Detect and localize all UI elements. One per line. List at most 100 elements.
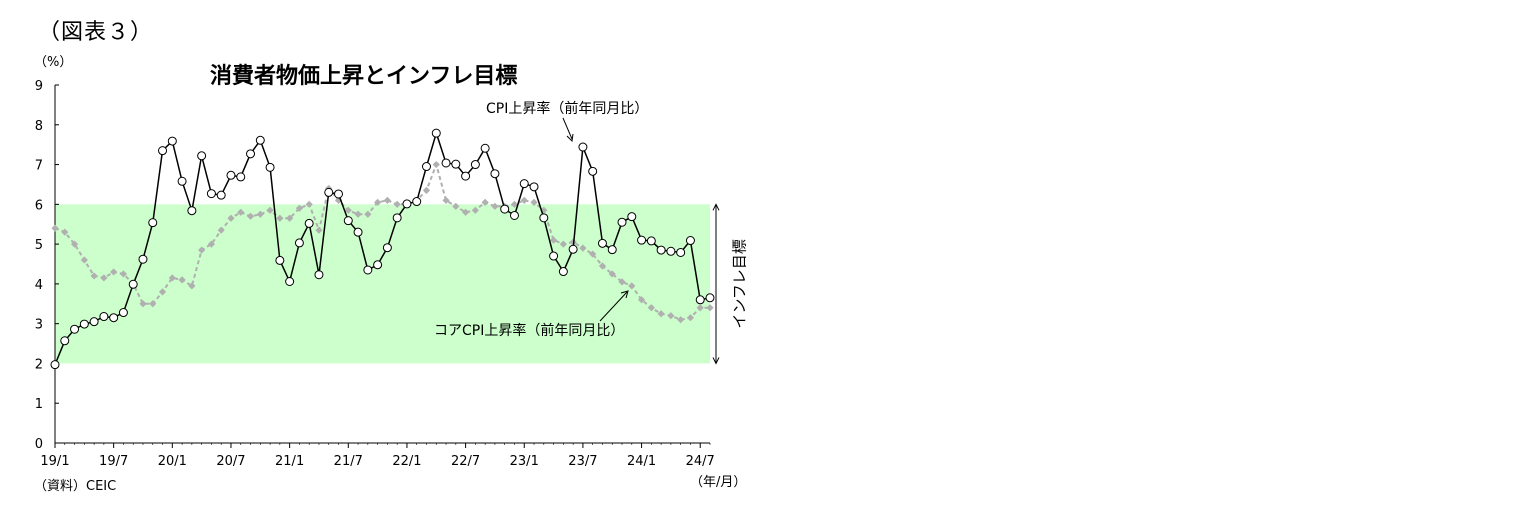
cpi-annotation-arrow	[562, 117, 573, 140]
x-tick-label: 23/1	[510, 454, 539, 469]
cpi-point	[226, 170, 236, 180]
core-cpi-point	[286, 214, 294, 222]
core-cpi-point	[589, 250, 597, 258]
core-cpi-point	[677, 316, 685, 324]
cpi-point	[607, 245, 617, 255]
core-cpi-point	[61, 228, 69, 236]
core-cpi-point	[461, 208, 470, 216]
core-cpi-point	[549, 236, 558, 244]
cpi-point	[118, 308, 128, 318]
source-note: （資料）CEIC	[34, 479, 117, 494]
core-cpi-point	[217, 226, 225, 234]
cpi-point	[402, 199, 412, 209]
cpi-point	[294, 238, 304, 248]
bracket-arrow-top	[712, 203, 720, 211]
core-cpi-point	[119, 270, 128, 278]
core-cpi-point	[246, 212, 255, 220]
core-cpi-point	[510, 200, 519, 208]
core-cpi-point	[598, 262, 607, 270]
cpi-point	[617, 217, 627, 227]
core-cpi-point	[520, 196, 528, 204]
cpi-point	[275, 255, 285, 265]
cpi-point	[363, 265, 373, 275]
core-cpi-point	[305, 200, 313, 208]
y-tick-label: 0	[35, 437, 43, 452]
cpi-point	[666, 246, 676, 256]
cpi-point	[334, 189, 344, 199]
core-cpi-annotation: コアCPI上昇率（前年同月比）	[434, 322, 624, 339]
core-cpi-point	[393, 200, 401, 208]
cpi-point	[285, 277, 295, 287]
cpi-annotation: CPI上昇率（前年同月比）	[486, 100, 648, 117]
cpi-point	[451, 159, 461, 169]
core-cpi-point	[149, 300, 157, 308]
core-cpi-point	[374, 198, 382, 206]
cpi-point	[549, 251, 559, 261]
core-cpi-point	[383, 196, 391, 204]
cpi-point	[206, 189, 216, 199]
cpi-point	[646, 236, 656, 246]
cpi-point	[509, 210, 519, 220]
y-tick-label: 8	[35, 119, 43, 134]
cpi-point	[255, 135, 265, 145]
x-tick-label: 23/7	[568, 454, 597, 469]
cpi-point	[167, 136, 177, 146]
cpi-point	[314, 270, 324, 280]
y-unit-label: （%）	[34, 55, 72, 70]
bracket-arrow-bottom	[712, 357, 720, 365]
x-tick-label: 19/7	[99, 454, 128, 469]
core-cpi-point	[647, 304, 655, 312]
series-line-core-cpi	[54, 161, 710, 321]
cpi-point	[637, 235, 647, 245]
cpi-point	[373, 260, 383, 270]
cpi-point	[138, 254, 148, 264]
cpi-point	[578, 142, 588, 152]
core-cpi-point	[442, 196, 450, 204]
cpi-point	[441, 158, 451, 168]
cpi-point	[99, 312, 109, 322]
cpi-point	[597, 238, 607, 248]
core-cpi-point	[256, 210, 264, 218]
cpi-point	[421, 162, 431, 172]
cpi-point	[109, 313, 119, 323]
cpi-point	[529, 182, 539, 192]
core-cpi-point	[110, 268, 118, 276]
core-cpi-point	[618, 278, 626, 286]
core-cpi-point	[422, 186, 431, 195]
cpi-point	[50, 360, 60, 370]
y-tick-label: 1	[35, 397, 43, 412]
core-cpi-point	[266, 206, 274, 214]
core-cpi-point	[481, 198, 489, 206]
core-cpi-point	[696, 304, 704, 312]
cpi-point	[558, 267, 568, 277]
cpi-point	[60, 336, 70, 346]
core-cpi-point	[100, 274, 108, 282]
y-tick-label: 7	[35, 159, 43, 174]
core-cpi-point	[706, 304, 714, 312]
core-cpi-point	[227, 214, 235, 222]
core-cpi-point	[354, 210, 362, 218]
cpi-point	[197, 151, 207, 161]
cpi-point	[89, 317, 99, 327]
cpi-point	[412, 197, 422, 207]
core-cpi-point	[295, 204, 304, 212]
core-cpi-point	[344, 206, 352, 214]
cpi-point	[353, 227, 363, 237]
core-cpi-point	[628, 282, 636, 290]
core-cpi-point	[315, 226, 323, 234]
core-cpi-point	[90, 272, 98, 280]
cpi-point	[382, 243, 392, 253]
x-unit-label: （年/月）	[690, 475, 746, 490]
cpi-point	[148, 218, 158, 228]
cpi-point	[128, 279, 138, 289]
core-cpi-point	[579, 244, 587, 252]
x-tick-label: 22/1	[392, 454, 421, 469]
core-cpi-point	[432, 160, 440, 169]
core-cpi-point	[452, 202, 460, 210]
cpi-point	[187, 206, 197, 216]
core-cpi-point	[667, 312, 675, 320]
core-cpi-point	[51, 224, 59, 232]
core-cpi-point	[364, 210, 372, 218]
core-cpi-point	[657, 310, 665, 318]
